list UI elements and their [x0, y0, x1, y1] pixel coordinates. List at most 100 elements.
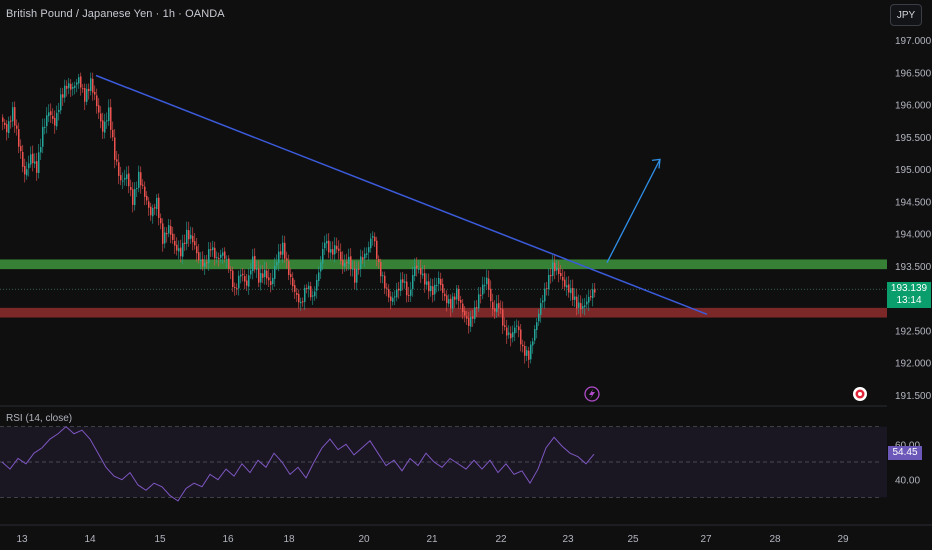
candle-body[interactable]: [24, 165, 26, 175]
candle-body[interactable]: [458, 289, 460, 301]
candle-body[interactable]: [498, 303, 500, 309]
candle-body[interactable]: [382, 275, 384, 277]
candle-body[interactable]: [224, 251, 226, 259]
candle-body[interactable]: [282, 242, 284, 255]
candle-body[interactable]: [432, 286, 434, 295]
candle-body[interactable]: [232, 270, 234, 287]
candle-body[interactable]: [298, 294, 300, 303]
candle-body[interactable]: [100, 113, 102, 122]
candle-body[interactable]: [214, 247, 216, 259]
candle-body[interactable]: [88, 88, 90, 92]
candle-body[interactable]: [284, 242, 286, 259]
candle-body[interactable]: [514, 327, 516, 334]
candle-body[interactable]: [534, 329, 536, 341]
currency-button[interactable]: JPY: [890, 4, 922, 26]
candle-body[interactable]: [64, 85, 66, 98]
candle-body[interactable]: [326, 241, 328, 244]
candle-body[interactable]: [258, 268, 260, 283]
candle-body[interactable]: [538, 313, 540, 322]
candle-body[interactable]: [470, 316, 472, 327]
candle-body[interactable]: [304, 287, 306, 302]
candle-body[interactable]: [540, 303, 542, 315]
candle-body[interactable]: [500, 308, 502, 310]
candle-body[interactable]: [150, 206, 152, 216]
candle-body[interactable]: [360, 256, 362, 269]
candle-body[interactable]: [558, 268, 560, 274]
candle-body[interactable]: [148, 201, 150, 208]
candle-body[interactable]: [390, 296, 392, 301]
candle-body[interactable]: [218, 258, 220, 260]
candle-body[interactable]: [546, 288, 548, 290]
candle-body[interactable]: [548, 274, 550, 290]
candle-body[interactable]: [462, 303, 464, 313]
candle-body[interactable]: [174, 240, 176, 246]
candle-body[interactable]: [552, 262, 554, 276]
candle-body[interactable]: [200, 259, 202, 262]
candle-body[interactable]: [226, 259, 228, 261]
candle-body[interactable]: [84, 88, 86, 102]
candle-body[interactable]: [524, 345, 526, 356]
candle-body[interactable]: [556, 267, 558, 271]
candle-body[interactable]: [366, 253, 368, 255]
candle-body[interactable]: [164, 232, 166, 244]
candle-body[interactable]: [582, 306, 584, 309]
candle-body[interactable]: [310, 286, 312, 298]
trendline[interactable]: [95, 74, 708, 316]
candle-body[interactable]: [306, 287, 308, 290]
candle-body[interactable]: [140, 172, 142, 186]
candle-body[interactable]: [302, 301, 304, 303]
candle-body[interactable]: [292, 277, 294, 287]
candle-body[interactable]: [532, 341, 534, 346]
candle-body[interactable]: [110, 107, 112, 130]
candle-body[interactable]: [192, 235, 194, 243]
candle-body[interactable]: [468, 317, 470, 326]
candle-body[interactable]: [154, 207, 156, 209]
candle-body[interactable]: [516, 325, 518, 327]
candle-body[interactable]: [236, 288, 238, 290]
candle-body[interactable]: [476, 307, 478, 309]
candle-body[interactable]: [6, 124, 8, 133]
candle-body[interactable]: [348, 256, 350, 265]
candle-body[interactable]: [436, 284, 438, 286]
candle-body[interactable]: [482, 284, 484, 295]
candle-body[interactable]: [114, 137, 116, 160]
candle-body[interactable]: [18, 129, 20, 147]
candle-body[interactable]: [112, 129, 114, 138]
candle-body[interactable]: [570, 288, 572, 294]
candle-body[interactable]: [344, 262, 346, 267]
candle-body[interactable]: [252, 256, 254, 272]
candle-body[interactable]: [206, 262, 208, 264]
candle-body[interactable]: [168, 225, 170, 234]
candle-body[interactable]: [162, 223, 164, 244]
candle-body[interactable]: [372, 236, 374, 238]
candle-body[interactable]: [50, 111, 52, 115]
candle-body[interactable]: [328, 240, 330, 253]
lightning-event-icon[interactable]: [584, 386, 600, 402]
candle-body[interactable]: [388, 289, 390, 298]
candle-body[interactable]: [270, 281, 272, 286]
candle-body[interactable]: [576, 296, 578, 309]
candle-body[interactable]: [394, 296, 396, 298]
support-zone[interactable]: [0, 259, 887, 270]
candle-body[interactable]: [228, 258, 230, 270]
candle-body[interactable]: [542, 300, 544, 303]
candle-body[interactable]: [592, 289, 594, 299]
candle-body[interactable]: [156, 198, 158, 210]
candle-body[interactable]: [20, 146, 22, 152]
candle-body[interactable]: [562, 277, 564, 281]
candle-body[interactable]: [318, 272, 320, 281]
candle-body[interactable]: [58, 109, 60, 113]
candle-body[interactable]: [594, 288, 596, 293]
candle-body[interactable]: [536, 322, 538, 330]
candle-body[interactable]: [418, 268, 420, 270]
candle-body[interactable]: [34, 161, 36, 164]
candle-body[interactable]: [280, 251, 282, 255]
candle-body[interactable]: [288, 261, 290, 275]
candle-body[interactable]: [222, 252, 224, 256]
candle-body[interactable]: [274, 265, 276, 279]
candle-body[interactable]: [74, 85, 76, 88]
candle-body[interactable]: [294, 285, 296, 292]
candle-body[interactable]: [404, 281, 406, 283]
candle-body[interactable]: [380, 262, 382, 277]
candle-body[interactable]: [190, 235, 192, 239]
